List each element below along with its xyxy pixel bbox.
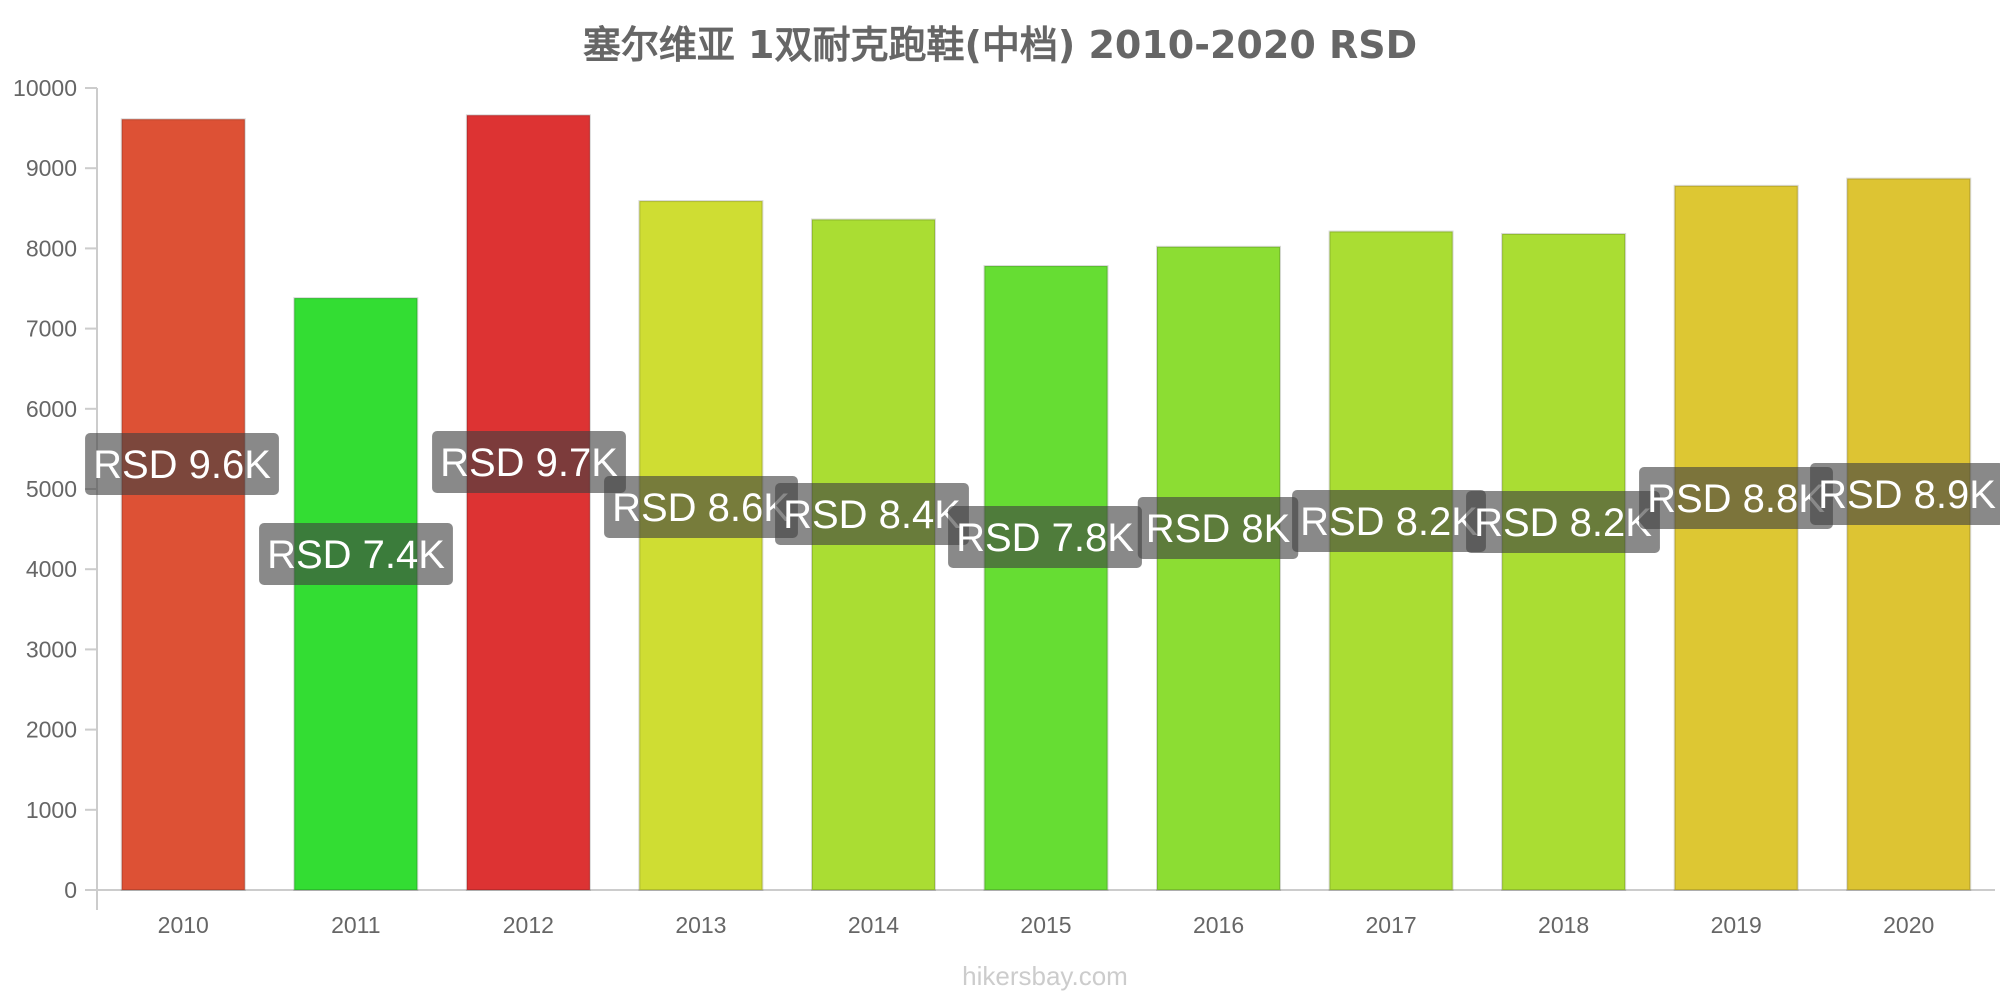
x-axis: 2010 2011 2012 2013 2014 2015 2016 2017 2018 2019…	[97, 889, 1995, 938]
data-label-text: RSD 9.7K	[440, 441, 618, 485]
bar-2019	[1673, 184, 1799, 891]
data-label-2019: RSD 8.8K	[1639, 467, 1833, 529]
x-tick-label: 2011	[331, 912, 380, 938]
bar-2013	[638, 200, 764, 892]
data-label-bg	[1810, 463, 2000, 525]
bar-2014	[810, 218, 936, 891]
y-tick-label: 6000	[26, 396, 77, 422]
data-label-2015: RSD 7.8K	[948, 506, 1142, 568]
x-tick-label: 2012	[503, 912, 554, 938]
data-label-text: RSD 8K	[1146, 507, 1291, 551]
bars-group	[120, 114, 1972, 892]
bar-2015	[983, 265, 1109, 891]
data-label-text: RSD 7.4K	[267, 533, 445, 577]
x-tick-label: 2014	[848, 912, 899, 938]
y-tick-label: 8000	[26, 235, 77, 261]
data-label-2017: RSD 8.2K	[1292, 490, 1486, 552]
data-label-2020: RSD 8.9K	[1810, 463, 2000, 525]
x-tick-label: 2010	[158, 912, 209, 938]
x-tick-label: 2015	[1020, 912, 1071, 938]
y-tick-label: 4000	[26, 556, 77, 582]
data-label-text: RSD 7.8K	[956, 516, 1134, 560]
data-label-2014: RSD 8.4K	[775, 483, 969, 545]
bar-2012	[465, 114, 591, 891]
data-label-text: RSD 8.6K	[612, 486, 790, 530]
data-label-bg	[259, 523, 453, 585]
data-label-2011: RSD 7.4K	[259, 523, 453, 585]
data-label-bg	[85, 433, 279, 495]
x-tick-label: 2016	[1193, 912, 1244, 938]
data-label-bg	[432, 431, 626, 493]
data-label-2016: RSD 8K	[1137, 497, 1299, 559]
y-axis: 0 1000 2000 3000 4000 5000 6000 7000 8000 9000 100…	[13, 75, 98, 910]
data-label-bg	[604, 476, 798, 538]
data-label-bg	[1292, 490, 1486, 552]
watermark: hikersbay.com	[962, 961, 1128, 991]
y-tick-label: 9000	[26, 155, 77, 181]
data-label-text: RSD 8.9K	[1818, 473, 1996, 517]
y-tick-label: 0	[64, 877, 77, 903]
bar-2016	[1156, 245, 1282, 891]
y-tick-label: 5000	[26, 476, 77, 502]
data-label-text: RSD 8.4K	[783, 493, 961, 537]
x-tick-label: 2018	[1538, 912, 1589, 938]
data-label-2012: RSD 9.7K	[432, 431, 626, 493]
x-tick-label: 2013	[675, 912, 726, 938]
data-label-2018: RSD 8.2K	[1466, 491, 1660, 553]
data-label-text: RSD 9.6K	[93, 443, 271, 487]
y-tick-label: 7000	[26, 316, 77, 342]
y-tick-label: 2000	[26, 717, 77, 743]
data-label-text: RSD 8.8K	[1647, 477, 1825, 521]
data-label-2013: RSD 8.6K	[604, 476, 798, 538]
data-label-text: RSD 8.2K	[1300, 500, 1478, 544]
bar-2011	[293, 297, 419, 891]
x-tick-label: 2017	[1366, 912, 1417, 938]
x-tick-label: 2020	[1883, 912, 1934, 938]
data-label-bg	[775, 483, 969, 545]
bar-2017	[1328, 230, 1454, 892]
x-tick-label: 2019	[1711, 912, 1762, 938]
bar-2018	[1501, 232, 1627, 892]
data-label-text: RSD 8.2K	[1474, 501, 1652, 545]
y-tick-label: 1000	[26, 797, 77, 823]
data-label-bg	[948, 506, 1142, 568]
data-label-2010: RSD 9.6K	[85, 433, 279, 495]
data-label-bg	[1466, 491, 1660, 553]
y-tick-label: 10000	[13, 75, 77, 101]
bar-2020	[1846, 177, 1972, 892]
bar-2010	[120, 118, 246, 891]
data-label-bg	[1639, 467, 1833, 529]
chart-title: 塞尔维亚 1双耐克跑鞋(中档) 2010-2020 RSD	[583, 23, 1417, 67]
y-tick-label: 3000	[26, 636, 77, 662]
data-label-bg	[1137, 497, 1299, 559]
